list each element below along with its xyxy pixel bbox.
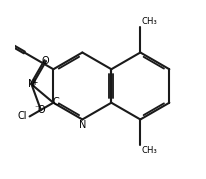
Text: CH₃: CH₃ — [140, 17, 156, 26]
Text: C: C — [52, 97, 59, 107]
Text: ⁻: ⁻ — [35, 104, 39, 113]
Text: N: N — [28, 79, 35, 90]
Text: N: N — [78, 120, 86, 130]
Text: CH₃: CH₃ — [140, 146, 156, 155]
Text: O: O — [41, 56, 49, 66]
Text: Cl: Cl — [18, 111, 27, 121]
Text: +: + — [31, 78, 38, 87]
Text: O: O — [37, 105, 45, 115]
